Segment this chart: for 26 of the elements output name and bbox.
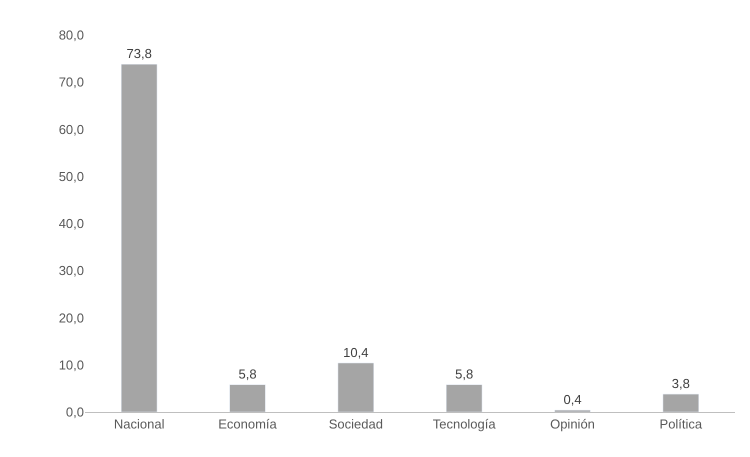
data-label: 0,4	[563, 392, 582, 408]
y-tick-label: 0,0	[66, 404, 84, 420]
x-tick-label: Tecnología	[432, 416, 496, 432]
y-tick-label: 20,0	[58, 310, 84, 326]
x-tick-label: Política	[660, 416, 703, 432]
x-tick-label: Opinión	[550, 416, 595, 432]
y-tick-label: 80,0	[58, 28, 84, 43]
y-tick-label: 60,0	[58, 122, 84, 137]
x-tick-label: Nacional	[114, 416, 165, 432]
y-tick-label: 70,0	[58, 74, 84, 90]
data-label: 5,8	[238, 366, 257, 382]
data-label: 5,8	[455, 366, 474, 382]
y-tick-label: 10,0	[58, 357, 84, 372]
data-label: 73,8	[126, 46, 152, 62]
bar	[121, 64, 158, 412]
x-tick-label: Economía	[218, 416, 278, 432]
data-label: 10,4	[343, 344, 368, 360]
bar	[446, 384, 482, 412]
data-label: 3,8	[672, 376, 690, 392]
bar	[662, 394, 699, 412]
bar	[338, 362, 374, 412]
y-tick-label: 50,0	[58, 168, 84, 184]
y-tick-label: 30,0	[58, 263, 84, 278]
bar	[229, 384, 266, 412]
y-tick-label: 40,0	[58, 216, 84, 232]
x-tick-label: Sociedad	[328, 416, 383, 432]
